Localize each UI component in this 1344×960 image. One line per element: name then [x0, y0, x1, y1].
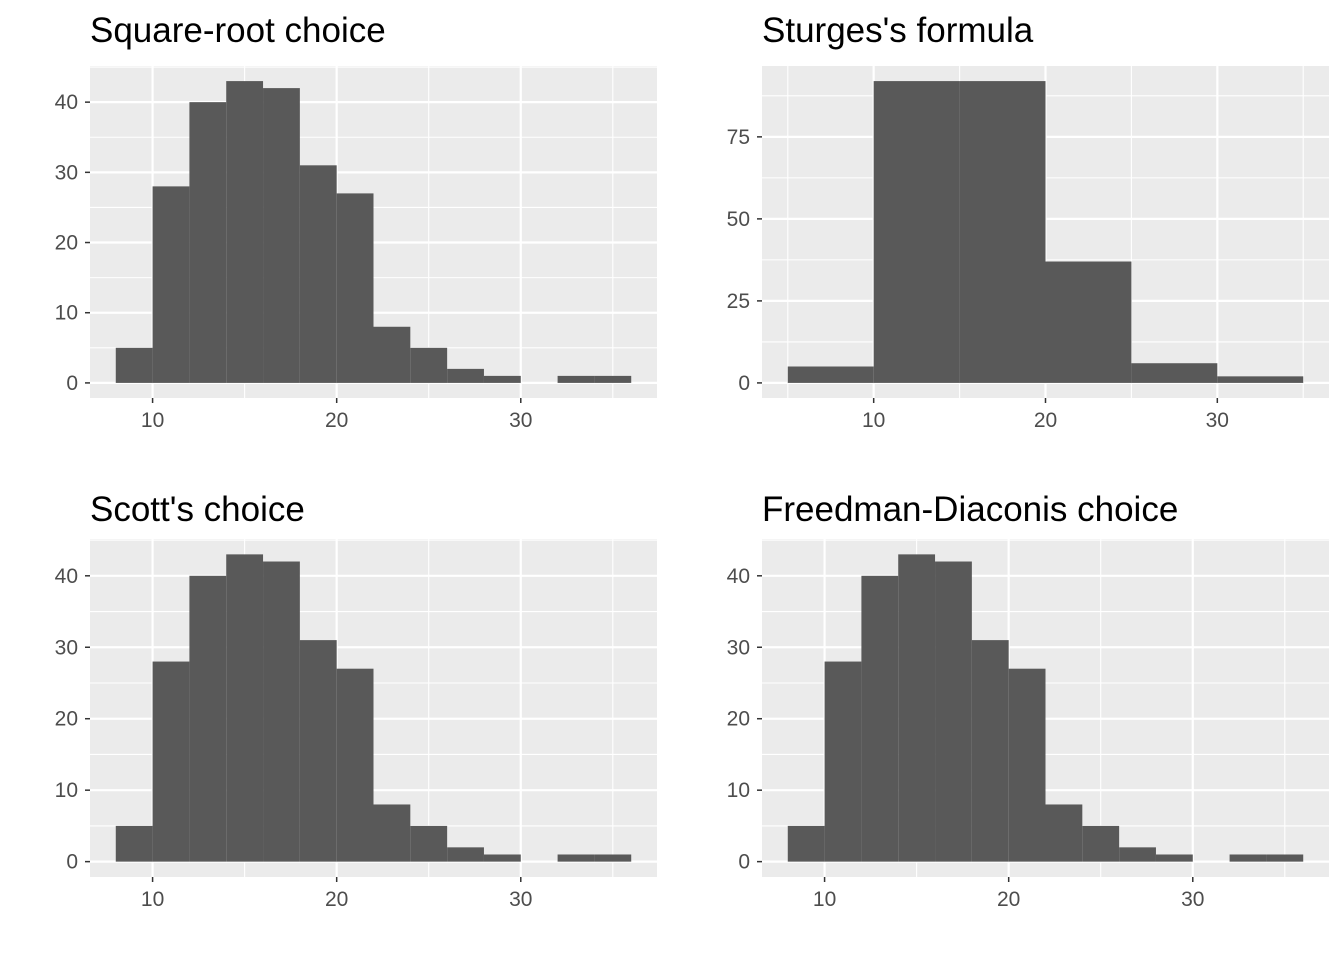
histogram-panel-sturges-s-formula: Sturges's formula 0 25 50 75 10 20 30 [727, 11, 1329, 432]
y-tick-label: 10 [727, 779, 750, 802]
y-tick-label: 75 [727, 126, 750, 149]
histogram-bar [299, 640, 337, 862]
y-tick-label: 40 [55, 565, 78, 588]
chart-title: Freedman-Diaconis choice [762, 490, 1178, 529]
histogram-bar [1119, 847, 1156, 862]
histogram-bar [226, 81, 264, 383]
x-tick-label: 20 [997, 888, 1020, 911]
y-tick-label: 50 [727, 208, 750, 231]
histogram-bar [594, 375, 632, 383]
histogram-bar [152, 186, 190, 383]
chart-title: Square-root choice [90, 11, 386, 50]
histogram-bar [336, 193, 374, 383]
histogram-bar [959, 81, 1046, 383]
histogram-bar [410, 825, 448, 862]
y-tick-label: 10 [55, 779, 78, 802]
y-tick-label: 0 [738, 851, 750, 874]
histogram-bar [1045, 261, 1132, 383]
histogram-bar [787, 366, 874, 383]
x-tick-label: 10 [141, 409, 164, 432]
y-tick-label: 0 [66, 851, 78, 874]
histogram-bar [935, 561, 972, 862]
histogram-bar [336, 668, 374, 862]
histogram-bar [861, 575, 899, 862]
histogram-bar [410, 347, 448, 383]
histogram-bar [299, 165, 337, 383]
x-tick-label: 30 [1181, 888, 1204, 911]
x-tick-label: 30 [509, 888, 532, 911]
y-tick-label: 20 [727, 708, 750, 731]
histogram-bar [557, 375, 595, 383]
histogram-bar [447, 368, 484, 383]
histogram-bars [787, 554, 1304, 862]
x-tick-label: 30 [509, 409, 532, 432]
histogram-bar [898, 554, 936, 862]
histogram-bar [483, 375, 521, 383]
histogram-bar [447, 847, 484, 862]
histogram-bar [1266, 854, 1304, 862]
y-tick-label: 0 [66, 372, 78, 395]
histogram-bar [1008, 668, 1046, 862]
histogram-bar [115, 825, 153, 862]
x-tick-label: 20 [1034, 409, 1057, 432]
histogram-bar [1045, 804, 1083, 862]
histogram-bars [787, 81, 1304, 383]
histogram-bar [1082, 825, 1120, 862]
histogram-bar [483, 854, 521, 862]
x-tick-label: 20 [325, 409, 348, 432]
y-tick-label: 20 [55, 232, 78, 255]
x-tick-label: 10 [862, 409, 885, 432]
histogram-bar [373, 326, 411, 383]
chart-title: Sturges's formula [762, 11, 1034, 50]
histogram-panel-scott-s-choice: Scott's choice 0 10 20 30 40 10 20 30 [55, 490, 657, 911]
histogram-bar [971, 640, 1009, 862]
chart-title: Scott's choice [90, 490, 305, 529]
x-tick-label: 10 [141, 888, 164, 911]
histogram-bar [594, 854, 632, 862]
histogram-bar [1155, 854, 1193, 862]
histogram-bar [557, 854, 595, 862]
histogram-bar [1217, 376, 1304, 383]
histogram-bar [373, 804, 411, 862]
histogram-bar [1229, 854, 1267, 862]
y-tick-label: 20 [55, 708, 78, 731]
y-tick-label: 30 [55, 636, 78, 659]
histogram-panel-square-root-choice: Square-root choice 0 10 20 30 40 10 20 30 [55, 11, 657, 432]
histogram-bar [115, 347, 153, 383]
histogram-bar [189, 102, 227, 383]
histogram-bar [189, 575, 227, 862]
histogram-bar [1131, 363, 1218, 383]
histogram-bar [824, 661, 862, 862]
y-tick-label: 40 [727, 565, 750, 588]
histogram-panel-freedman-diaconis-choice: Freedman-Diaconis choice 0 10 20 30 40 10 20 30 [727, 490, 1329, 911]
x-tick-label: 20 [325, 888, 348, 911]
histogram-bars [115, 81, 632, 383]
histogram-bar [787, 825, 825, 862]
y-tick-label: 0 [738, 372, 750, 395]
histogram-bars [115, 554, 632, 862]
y-tick-label: 40 [55, 91, 78, 114]
y-tick-label: 30 [727, 636, 750, 659]
y-tick-label: 25 [727, 290, 750, 313]
histogram-bar [263, 88, 300, 383]
x-tick-label: 30 [1206, 409, 1229, 432]
y-tick-label: 10 [55, 302, 78, 325]
histogram-bar [152, 661, 190, 862]
histogram-bar [873, 81, 960, 383]
histogram-bar [226, 554, 264, 862]
y-tick-label: 30 [55, 161, 78, 184]
x-tick-label: 10 [813, 888, 836, 911]
histogram-bar [263, 561, 300, 862]
